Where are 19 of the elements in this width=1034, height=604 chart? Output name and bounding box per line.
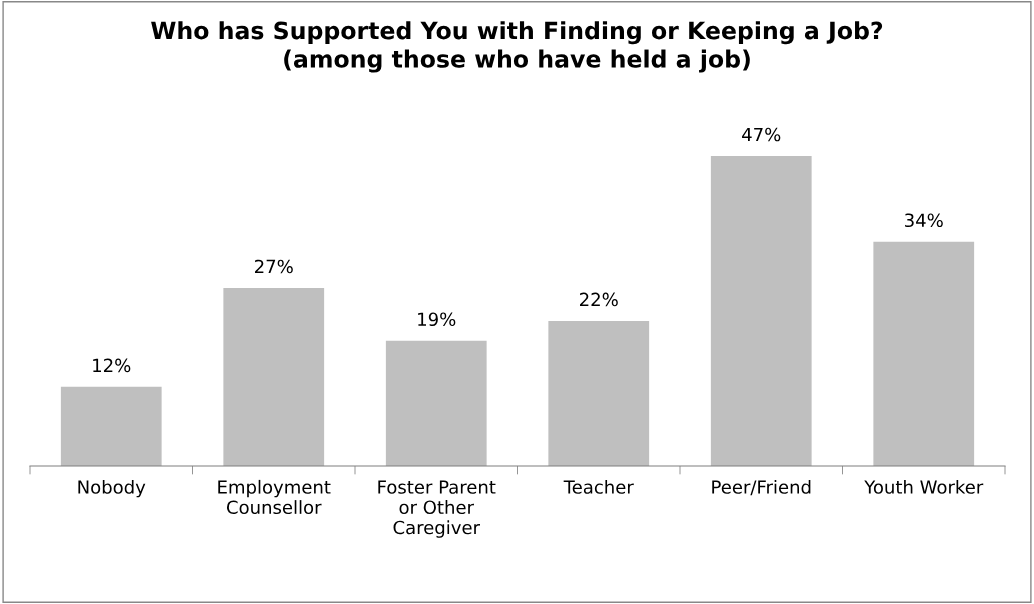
bar [548,320,650,466]
bar [385,340,487,466]
bar [710,155,812,466]
x-tick-label: Employment Counsellor [218,479,331,515]
data-label: 27% [255,259,293,274]
data-label: 19% [418,312,456,327]
data-label: 22% [580,292,618,307]
bar [223,287,325,466]
data-label: 34% [905,213,943,228]
chart-title: Who has Supported You with Finding or Keeping a Job? (among those who have held a job) [151,21,883,73]
data-label: 47% [742,127,781,142]
x-tick-label: Peer/Friend [712,479,811,496]
x-tick-label: Nobody [78,479,146,498]
bar [873,241,975,466]
x-tick-label: Teacher [563,479,634,494]
data-label: 12% [93,358,131,373]
bar [60,386,162,466]
x-tick-label: Youth Worker [864,479,984,494]
x-tick-label: Foster Parent or Other Caregiver [378,480,496,538]
